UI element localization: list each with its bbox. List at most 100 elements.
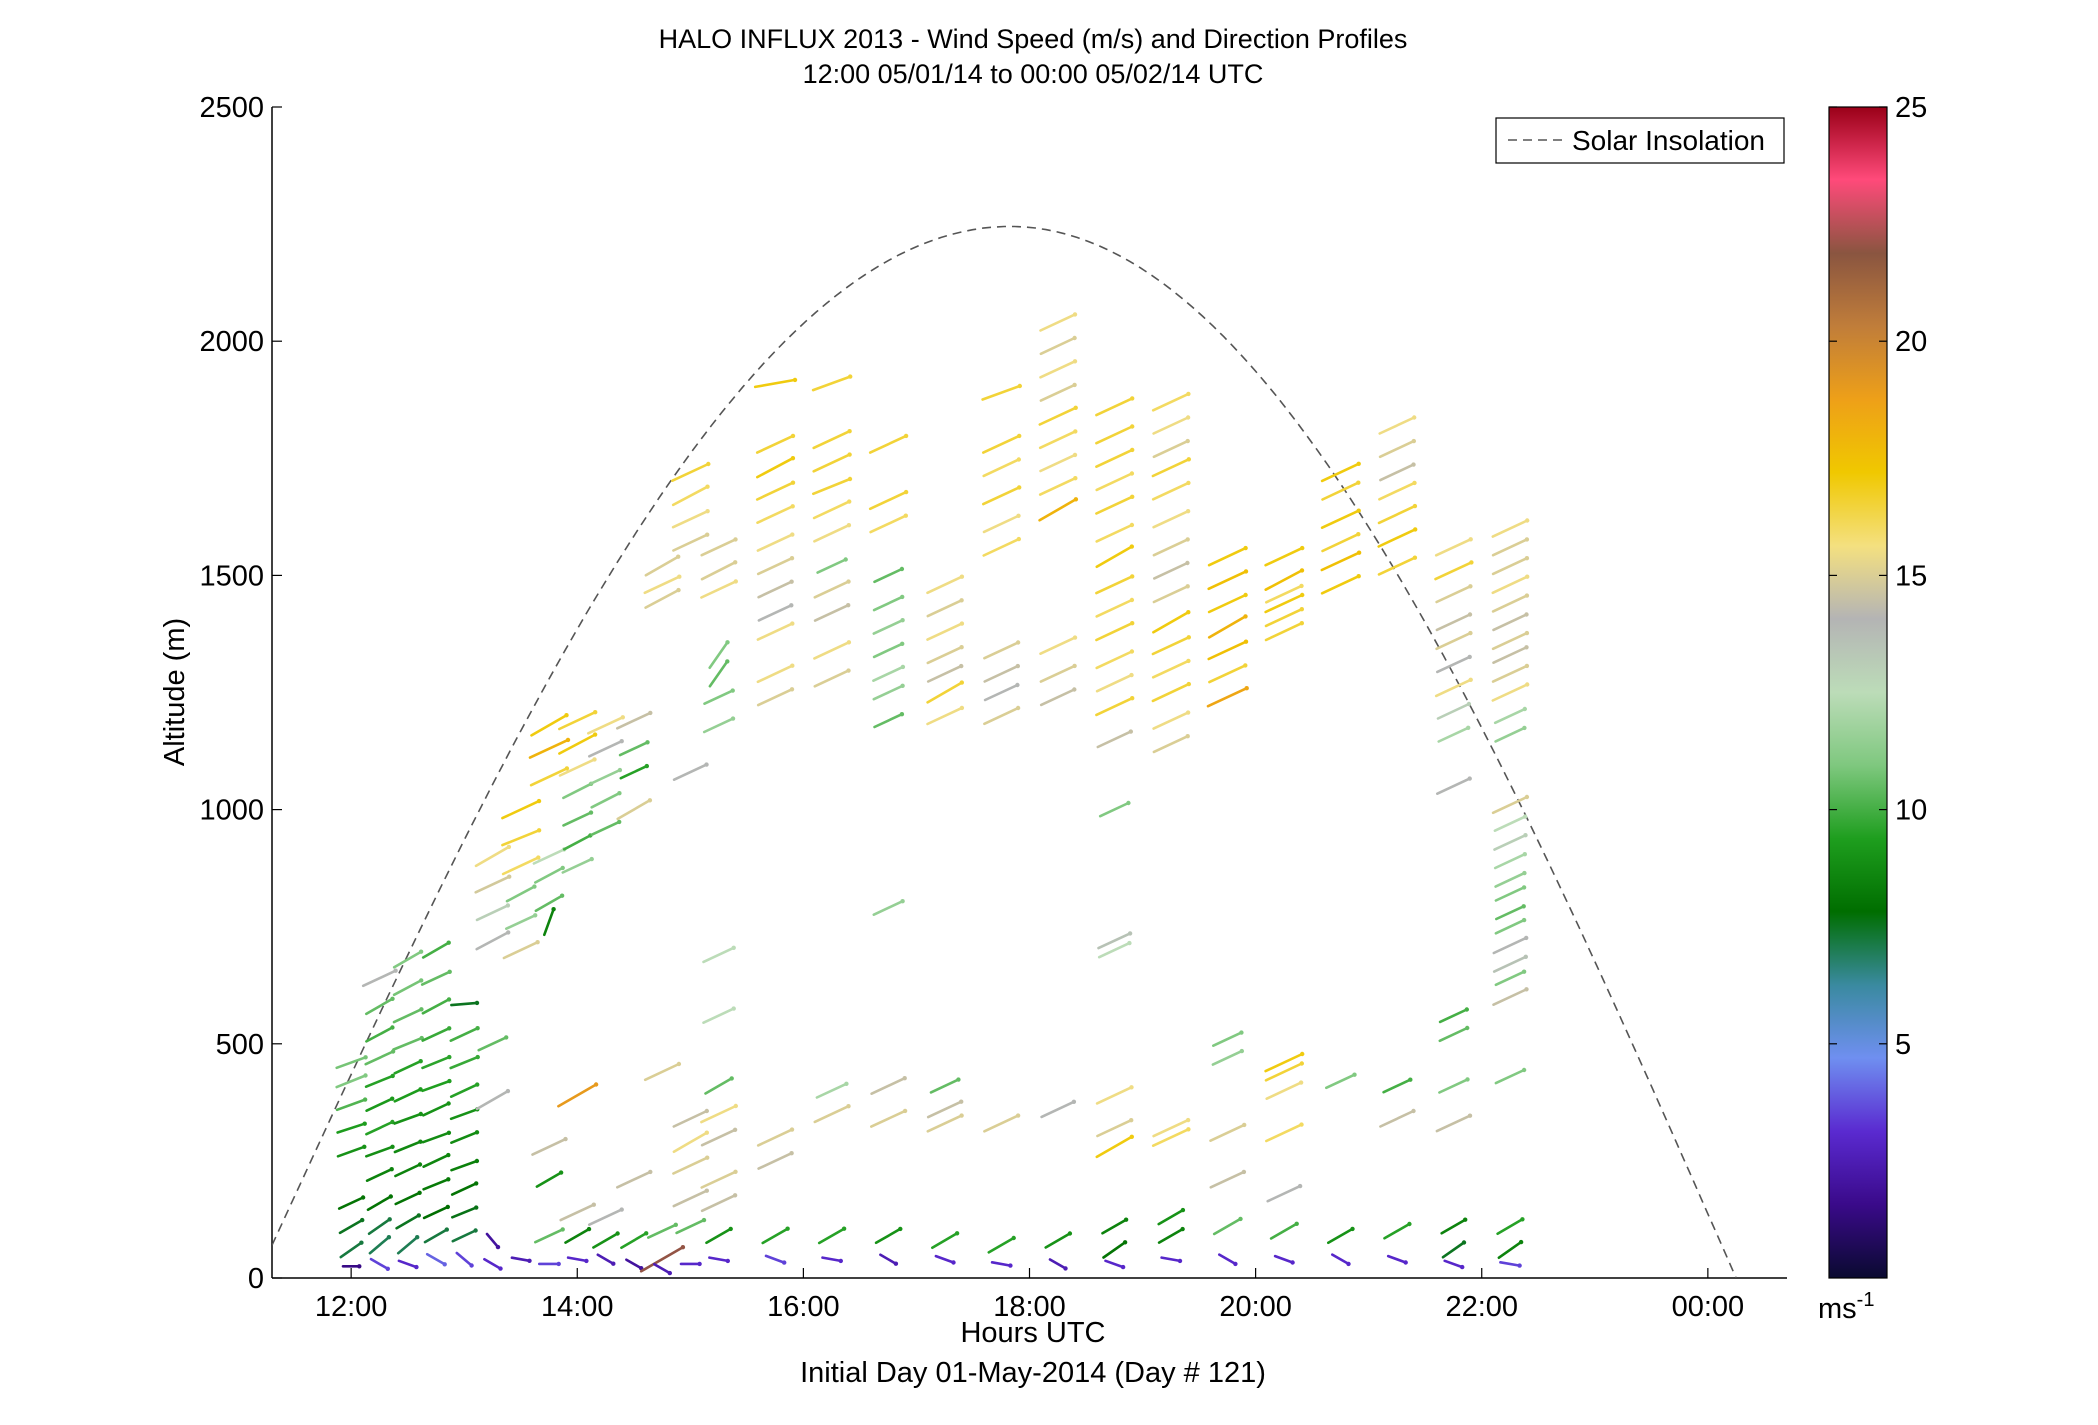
wind-vector — [421, 1079, 451, 1093]
wind-vector-head — [533, 913, 538, 918]
wind-vector — [529, 767, 569, 787]
wind-vector — [485, 1232, 500, 1249]
wind-vector — [813, 580, 850, 599]
wind-vector-head — [1238, 1216, 1243, 1222]
wind-vector-head — [536, 798, 542, 804]
wind-vector-head — [841, 1226, 847, 1231]
wind-vector — [533, 1228, 565, 1244]
wind-vector — [1039, 453, 1077, 473]
colorbar-tick-label: 10 — [1895, 795, 1927, 827]
wind-vector — [369, 1257, 390, 1271]
wind-vector — [1151, 457, 1191, 478]
wind-vector-head — [446, 1177, 451, 1182]
wind-vector — [1095, 1135, 1134, 1159]
wind-vector-head — [360, 1217, 365, 1223]
wind-vector — [1152, 1118, 1190, 1138]
wind-vector — [1435, 1114, 1472, 1133]
wind-vector-head — [418, 1111, 423, 1117]
wind-vector — [672, 1131, 709, 1153]
wind-vector-head — [844, 1081, 849, 1087]
wind-vector-head — [1128, 729, 1134, 734]
wind-vector-head — [900, 664, 906, 670]
wind-vector-head — [959, 1099, 964, 1104]
wind-vector-head — [469, 1263, 474, 1268]
legend-label: Solar Insolation — [1572, 125, 1765, 156]
wind-vector — [1095, 621, 1134, 642]
wind-vector — [1320, 509, 1360, 530]
wind-vector — [502, 940, 539, 960]
wind-vector-head — [951, 1260, 956, 1265]
x-tick-label: 14:00 — [541, 1291, 614, 1323]
wind-vector-head — [1015, 682, 1020, 688]
wind-vector — [821, 1256, 843, 1263]
wind-vector — [558, 758, 596, 777]
wind-vector-head — [1460, 1264, 1465, 1270]
wind-vector-head — [556, 1261, 561, 1267]
wind-vector-head — [1185, 537, 1190, 542]
wind-vector — [392, 979, 423, 997]
wind-vector-head — [1072, 335, 1077, 341]
wind-vector — [981, 384, 1022, 401]
wind-vector — [532, 848, 566, 865]
wind-vector-head — [789, 603, 794, 608]
wind-vector — [983, 683, 1019, 702]
wind-vector-head — [1356, 461, 1361, 466]
wind-vector-head — [1016, 457, 1021, 462]
wind-vector — [1491, 519, 1529, 538]
wind-vector — [873, 567, 904, 584]
wind-vector-head — [536, 828, 542, 833]
wind-vector-head — [389, 1167, 394, 1172]
wind-vector-head — [1413, 527, 1418, 532]
wind-vector-head — [733, 1169, 738, 1175]
wind-vector — [1151, 659, 1190, 679]
wind-vector-head — [393, 968, 398, 973]
wind-vector — [450, 1206, 478, 1219]
wind-vector-head — [1120, 1264, 1126, 1270]
wind-vector — [872, 899, 904, 917]
wind-vector-head — [390, 1144, 395, 1150]
wind-vector-head — [959, 705, 965, 711]
wind-vector-head — [1129, 672, 1134, 678]
wind-vector — [501, 799, 541, 820]
wind-vector — [926, 1114, 963, 1133]
wind-vector — [700, 1104, 738, 1124]
wind-vector — [703, 689, 735, 706]
wind-vector-head — [1016, 536, 1021, 542]
wind-vector-head — [419, 978, 424, 983]
wind-vector-head — [704, 762, 709, 767]
wind-vector-head — [732, 1127, 738, 1133]
wind-vector — [337, 1196, 365, 1210]
wind-vector — [1327, 1227, 1354, 1245]
wind-vector-head — [386, 1235, 392, 1240]
wind-vector-head — [1524, 593, 1530, 598]
wind-vector-head — [1073, 429, 1078, 434]
wind-vector — [757, 603, 793, 622]
wind-vector-head — [1241, 1169, 1247, 1175]
wind-vector — [1264, 546, 1304, 567]
wind-vector — [587, 739, 624, 758]
wind-vector-head — [564, 713, 569, 718]
wind-vector — [1378, 481, 1416, 501]
wind-vector — [700, 580, 738, 599]
wind-vector-head — [362, 1144, 367, 1150]
wind-vector-head — [673, 1222, 678, 1228]
wind-vector — [1151, 682, 1191, 703]
wind-vector — [396, 1235, 419, 1255]
wind-vector — [596, 1253, 615, 1265]
wind-vector-head — [1129, 649, 1135, 654]
wind-vector — [926, 645, 963, 665]
wind-vector-head — [1521, 917, 1527, 923]
wind-vector — [590, 820, 621, 837]
y-tick-label: 2500 — [199, 92, 264, 124]
wind-vector — [367, 1218, 392, 1235]
wind-vector-head — [418, 949, 424, 954]
wind-vector-head — [1180, 1226, 1185, 1232]
wind-vector-head — [1017, 383, 1022, 389]
wind-vector-head — [729, 1076, 734, 1081]
solar-insolation-curve — [272, 225, 1737, 1278]
wind-vector — [1095, 696, 1134, 717]
wind-vector — [1160, 1256, 1182, 1263]
wind-vector-head — [1356, 508, 1361, 513]
wind-vector-head — [447, 1078, 452, 1084]
wind-vector — [1382, 1078, 1412, 1094]
